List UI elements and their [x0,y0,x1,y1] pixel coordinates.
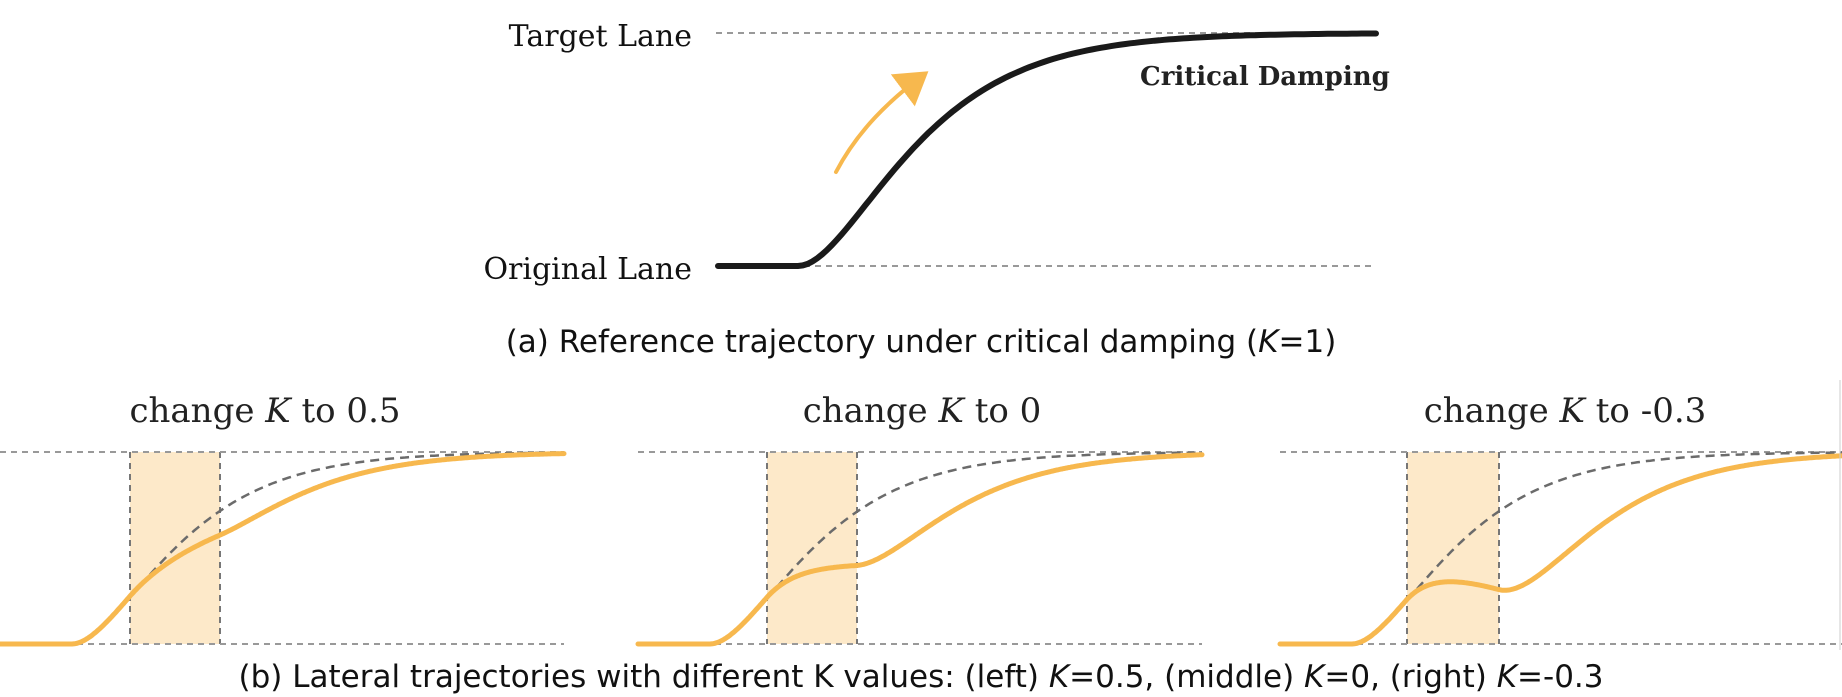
panel-title: change K to 0.5 [129,391,400,431]
critical-damping-curve [715,30,1379,269]
reference-dashed-curve [109,451,564,621]
panel-k-0-5: change K to 0.5 [0,391,567,647]
panel-title: change K to -0.3 [1424,391,1707,431]
target-lane-label: Target Lane [509,19,692,54]
reference-dashed-curve [746,451,1202,622]
original-lane-label: Original Lane [483,252,692,287]
modified-trajectory-curve [0,451,567,647]
caption-b: (b) Lateral trajectories with different … [239,659,1604,695]
reference-diagram: Target Lane Original Lane Critical Dampi… [483,19,1389,360]
modified-trajectory-curve [1277,453,1842,647]
panel-k-0: change K to 0 [635,391,1205,647]
transition-window [1407,452,1499,644]
direction-arrow-icon [834,71,929,174]
panel-title: change K to 0 [803,391,1042,431]
caption-a: (a) Reference trajectory under critical … [506,324,1337,360]
reference-dashed-curve [1386,451,1842,624]
modified-trajectory-curve [635,452,1205,647]
critical-damping-label: Critical Damping [1140,62,1390,92]
panel-k-neg-0-3: change K to -0.3 [1277,391,1842,647]
